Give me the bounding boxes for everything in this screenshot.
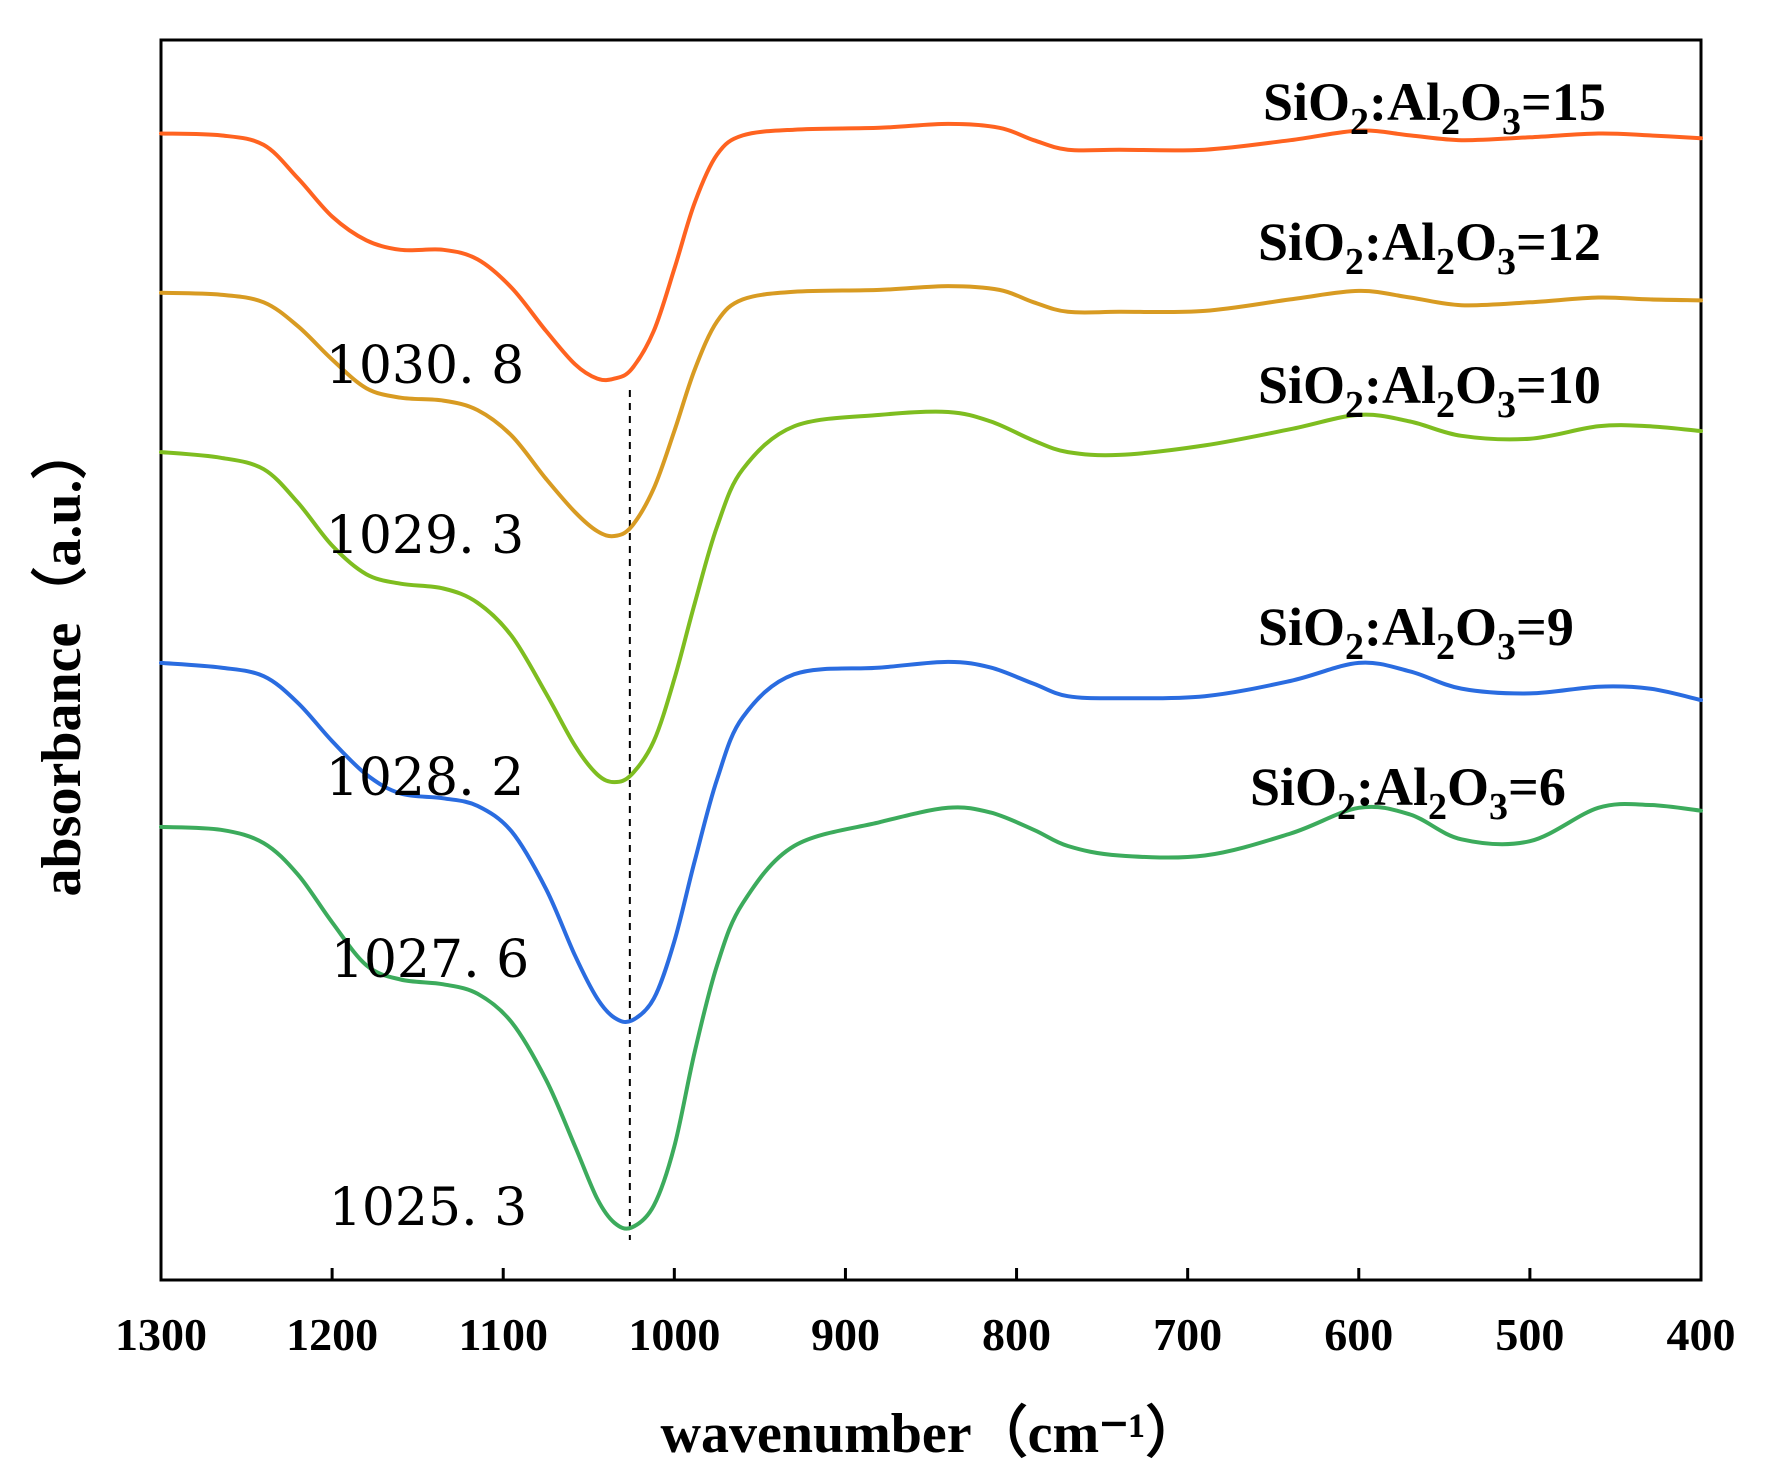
x-tick-label: 500 (1495, 1309, 1564, 1360)
legend-label-part: =15 (1521, 72, 1606, 132)
legend-label-part: :Al (1369, 72, 1441, 132)
x-tick-label: 1300 (115, 1309, 207, 1360)
legend-label-part: O (1455, 212, 1497, 272)
x-tick-label: 900 (811, 1309, 880, 1360)
legend-label-part: SiO (1258, 597, 1345, 657)
legend-label-part: =10 (1516, 355, 1601, 415)
legend-label-5: SiO2:Al2O3=6 (1250, 757, 1566, 828)
legend-label-part: 2 (1436, 626, 1455, 668)
legend-label-part: :Al (1364, 355, 1436, 415)
legend: SiO2:Al2O3=15SiO2:Al2O3=12SiO2:Al2O3=10S… (1250, 72, 1606, 828)
legend-label-part: 2 (1436, 384, 1455, 426)
legend-label-part: 2 (1345, 241, 1364, 283)
legend-label-part: 2 (1441, 101, 1460, 143)
peak-label: 1025. 3 (329, 1178, 527, 1238)
legend-label-part: 3 (1489, 786, 1508, 828)
legend-label-part: SiO (1263, 72, 1350, 132)
series-group (159, 121, 1703, 1231)
legend-label-part: =9 (1516, 597, 1574, 657)
series-line-3 (159, 409, 1703, 785)
legend-label-2: SiO2:Al2O3=12 (1258, 212, 1601, 283)
peak-label: 1027. 6 (331, 930, 529, 990)
x-tick-label: 600 (1324, 1309, 1393, 1360)
legend-label-part: 2 (1428, 786, 1447, 828)
peak-label: 1028. 2 (326, 748, 524, 808)
peak-label: 1030. 8 (326, 336, 524, 396)
series-line-1 (159, 121, 1703, 383)
legend-label-part: 3 (1502, 101, 1521, 143)
legend-label-part: :Al (1356, 757, 1428, 817)
legend-label-part: 2 (1345, 626, 1364, 668)
legend-label-1: SiO2:Al2O3=15 (1263, 72, 1606, 143)
x-tick-label: 1200 (286, 1309, 378, 1360)
legend-label-part: 2 (1345, 384, 1364, 426)
peak-labels: 1030. 8 1029. 3 1028. 2 1027. 6 1025. 3 (326, 336, 529, 1238)
legend-label-part: O (1447, 757, 1489, 817)
legend-label-part: =12 (1516, 212, 1601, 272)
legend-label-part: O (1455, 355, 1497, 415)
legend-label-part: =6 (1508, 757, 1566, 817)
legend-label-part: SiO (1258, 355, 1345, 415)
x-axis-ticks: 1300 1200 1100 1000 900 800 700 600 500 400 (115, 1268, 1736, 1360)
y-axis-title: absorbance（a.u.） (30, 424, 93, 897)
legend-label-part: 3 (1497, 626, 1516, 668)
legend-label-part: SiO (1250, 757, 1337, 817)
legend-label-part: 2 (1436, 241, 1455, 283)
peak-label: 1029. 3 (326, 506, 524, 566)
series-line-4 (159, 659, 1703, 1024)
plot-frame (159, 38, 1703, 1282)
legend-label-part: :Al (1364, 597, 1436, 657)
x-axis-title: wavenumber（cm⁻¹） (661, 1402, 1202, 1465)
legend-label-part: 2 (1337, 786, 1356, 828)
x-tick-label: 1000 (628, 1309, 720, 1360)
legend-label-part: O (1455, 597, 1497, 657)
x-tick-label: 1100 (458, 1309, 547, 1360)
legend-label-part: SiO (1258, 212, 1345, 272)
legend-label-part: 3 (1497, 241, 1516, 283)
legend-label-3: SiO2:Al2O3=10 (1258, 355, 1601, 426)
x-tick-label: 800 (982, 1309, 1051, 1360)
legend-label-4: SiO2:Al2O3=9 (1258, 597, 1574, 668)
legend-label-part: 2 (1350, 101, 1369, 143)
legend-label-part: :Al (1364, 212, 1436, 272)
legend-label-part: 3 (1497, 384, 1516, 426)
legend-label-part: O (1460, 72, 1502, 132)
series-line-2 (159, 284, 1703, 539)
series-line-5 (159, 801, 1703, 1231)
x-tick-label: 700 (1153, 1309, 1222, 1360)
x-tick-label: 400 (1667, 1309, 1736, 1360)
